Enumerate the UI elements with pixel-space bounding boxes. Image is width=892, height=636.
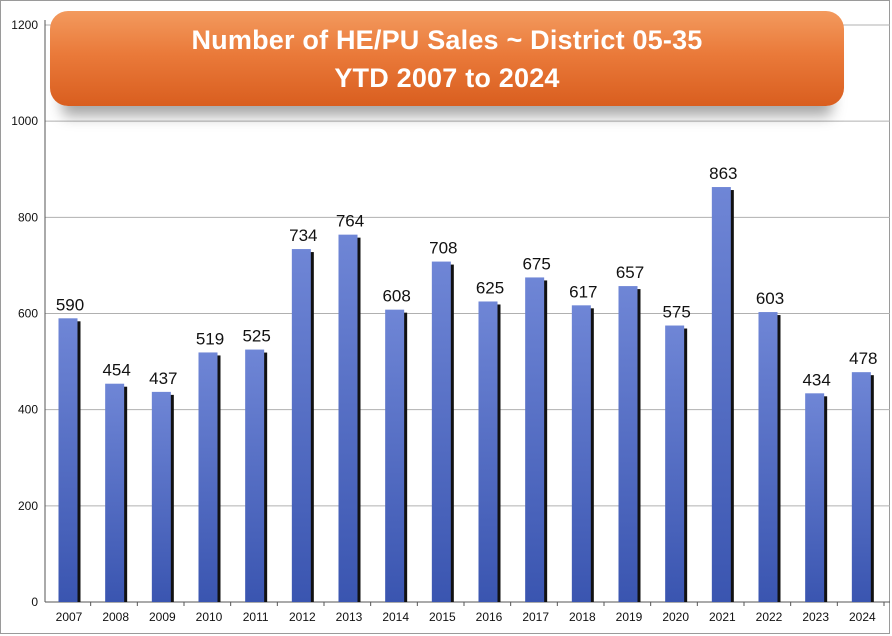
- data-label-2021: 863: [709, 164, 737, 183]
- x-tick-label-2022: 2022: [756, 610, 783, 624]
- chart-title: Number of HE/PU Sales ~ District 05-35: [191, 24, 703, 55]
- y-tick-label: 400: [18, 403, 38, 417]
- y-tick-label: 1000: [11, 114, 38, 128]
- bar-2018: [571, 305, 591, 602]
- x-tick-label-2020: 2020: [662, 610, 689, 624]
- x-tick-label-2009: 2009: [149, 610, 176, 624]
- x-tick-label-2013: 2013: [336, 610, 363, 624]
- x-tick-label-2023: 2023: [802, 610, 829, 624]
- y-tick-label: 200: [18, 499, 38, 513]
- data-labels: 590 454 437 519 525 734 764 608 708 625 675 617 657 5…: [56, 164, 878, 389]
- chart-subtitle: YTD 2007 to 2024: [334, 62, 560, 93]
- x-tick-label-2021: 2021: [709, 610, 736, 624]
- data-label-2008: 454: [102, 361, 130, 380]
- data-label-2024: 478: [849, 349, 877, 368]
- data-label-2013: 764: [336, 212, 364, 231]
- x-tick-label-2016: 2016: [476, 610, 503, 624]
- bar-2009: [151, 391, 171, 602]
- data-label-2022: 603: [756, 289, 784, 308]
- data-label-2011: 525: [242, 327, 270, 346]
- data-label-2017: 675: [522, 254, 550, 273]
- bar-2013: [338, 234, 358, 603]
- x-tick-label-2014: 2014: [382, 610, 409, 624]
- data-label-2023: 434: [802, 370, 830, 389]
- bar-2016: [478, 301, 498, 602]
- bar-2008: [105, 383, 125, 602]
- data-label-2015: 708: [429, 239, 457, 258]
- data-label-2012: 734: [289, 226, 317, 245]
- bar-2019: [618, 286, 638, 602]
- bar-2021: [711, 187, 731, 602]
- x-tick-label-2018: 2018: [569, 610, 596, 624]
- data-label-2018: 617: [569, 282, 597, 301]
- bar-2007: [58, 318, 78, 602]
- x-tick-label-2007: 2007: [56, 610, 83, 624]
- x-tick-label-2008: 2008: [102, 610, 129, 624]
- x-tick-label-2015: 2015: [429, 610, 456, 624]
- x-tick-label-2010: 2010: [196, 610, 223, 624]
- bar-2020: [665, 325, 685, 602]
- bars: [58, 187, 874, 603]
- data-label-2007: 590: [56, 295, 84, 314]
- data-label-2019: 657: [616, 263, 644, 282]
- bar-2017: [525, 277, 545, 602]
- title-banner: Number of HE/PU Sales ~ District 05-35 Y…: [50, 11, 844, 106]
- bar-2023: [805, 393, 825, 602]
- y-tick-label: 1200: [11, 18, 38, 32]
- x-tick-label-2017: 2017: [522, 610, 549, 624]
- bar-2014: [385, 309, 405, 602]
- bar-2011: [245, 349, 265, 602]
- data-label-2014: 608: [382, 287, 410, 306]
- y-tick-label: 0: [31, 595, 38, 609]
- data-label-2016: 625: [476, 278, 504, 297]
- x-tick-label-2024: 2024: [849, 610, 876, 624]
- bar-2010: [198, 352, 218, 602]
- data-label-2010: 519: [196, 329, 224, 348]
- bar-2022: [758, 312, 778, 602]
- y-tick-label: 600: [18, 307, 38, 321]
- x-tick-label-2011: 2011: [243, 610, 269, 624]
- data-label-2009: 437: [149, 369, 177, 388]
- data-label-2020: 575: [662, 303, 690, 322]
- x-tick-label-2019: 2019: [616, 610, 643, 624]
- bar-2012: [291, 249, 311, 602]
- bar-2015: [431, 261, 451, 602]
- x-tick-label-2012: 2012: [289, 610, 316, 624]
- axes: 0 200 400 600 800 1000 1200 2007 2008 2009 2010 201…: [11, 18, 890, 624]
- y-tick-label: 800: [18, 210, 38, 224]
- bar-2024: [851, 372, 871, 602]
